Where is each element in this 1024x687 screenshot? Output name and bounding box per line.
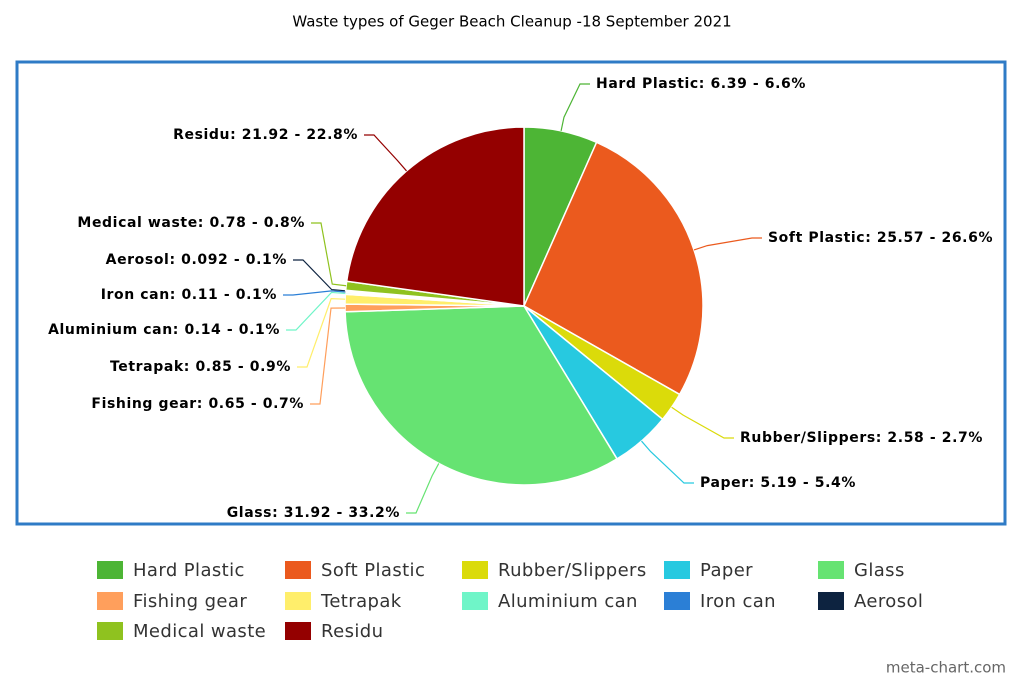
leader-line bbox=[641, 440, 694, 484]
legend-label: Paper bbox=[700, 560, 753, 581]
legend-label: Medical waste bbox=[133, 621, 266, 642]
data-label: Glass: 31.92 - 33.2% bbox=[227, 505, 400, 521]
legend-swatch bbox=[664, 592, 690, 610]
leader-line bbox=[286, 291, 346, 331]
leader-line bbox=[364, 134, 407, 172]
legend-label: Rubber/Slippers bbox=[498, 560, 647, 581]
legend-swatch bbox=[462, 561, 488, 579]
legend-label: Tetrapak bbox=[320, 591, 402, 612]
chart-title: Waste types of Geger Beach Cleanup -18 S… bbox=[292, 13, 731, 31]
data-label: Hard Plastic: 6.39 - 6.6% bbox=[596, 76, 806, 92]
pie-slice bbox=[345, 126, 525, 307]
data-label: Fishing gear: 0.65 - 0.7% bbox=[91, 396, 304, 412]
legend-swatch bbox=[97, 622, 123, 640]
data-label: Rubber/Slippers: 2.58 - 2.7% bbox=[740, 430, 983, 446]
legend-swatch bbox=[285, 561, 311, 579]
data-label: Iron can: 0.11 - 0.1% bbox=[101, 287, 277, 303]
data-label: Medical waste: 0.78 - 0.8% bbox=[77, 215, 305, 231]
leader-line bbox=[311, 222, 347, 287]
legend-swatch bbox=[818, 561, 844, 579]
legend-label: Aluminium can bbox=[498, 591, 638, 612]
leader-line bbox=[297, 298, 346, 368]
legend-swatch bbox=[285, 592, 311, 610]
leader-line bbox=[283, 290, 346, 296]
legend-swatch bbox=[664, 561, 690, 579]
legend-label: Fishing gear bbox=[133, 591, 247, 612]
source: meta-chart.com bbox=[886, 659, 1006, 677]
legend-label: Soft Plastic bbox=[321, 560, 425, 581]
data-label: Tetrapak: 0.85 - 0.9% bbox=[110, 359, 291, 375]
leader-line bbox=[693, 237, 762, 251]
data-label: Aerosol: 0.092 - 0.1% bbox=[106, 252, 287, 268]
legend-label: Hard Plastic bbox=[133, 560, 245, 581]
leader-line bbox=[671, 406, 734, 439]
pie-slice bbox=[344, 305, 619, 486]
legend-label: Aerosol bbox=[854, 591, 923, 612]
legend-label: Residu bbox=[321, 621, 383, 642]
data-label: Soft Plastic: 25.57 - 26.6% bbox=[768, 230, 993, 246]
data-label: Aluminium can: 0.14 - 0.1% bbox=[48, 322, 280, 338]
leader-line bbox=[406, 463, 440, 514]
legend-swatch bbox=[97, 561, 123, 579]
data-label: Paper: 5.19 - 5.4% bbox=[700, 475, 856, 491]
legend-swatch bbox=[818, 592, 844, 610]
chart-frame bbox=[15, 60, 1007, 526]
leader-line bbox=[560, 83, 590, 132]
legend-swatch bbox=[462, 592, 488, 610]
legend-swatch bbox=[285, 622, 311, 640]
legend-label: Glass bbox=[854, 560, 905, 581]
leader-line bbox=[293, 259, 346, 292]
leader-line bbox=[310, 307, 346, 405]
legend-label: Iron can bbox=[700, 591, 776, 612]
legend-swatch bbox=[97, 592, 123, 610]
data-label: Residu: 21.92 - 22.8% bbox=[173, 127, 358, 143]
